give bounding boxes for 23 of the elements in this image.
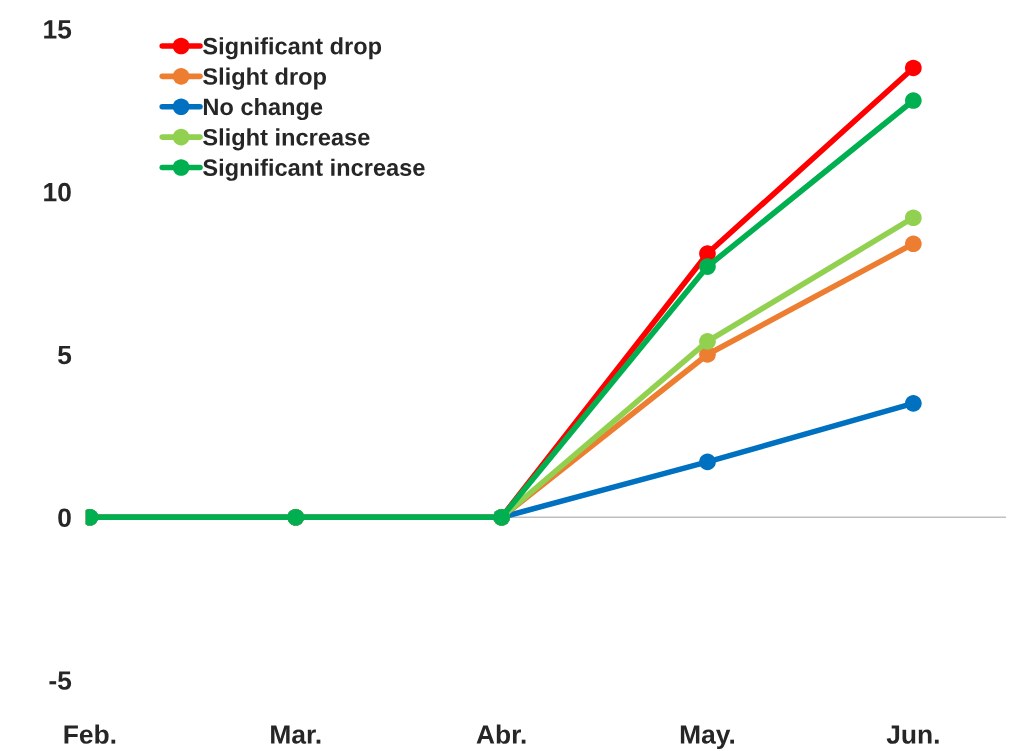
x-tick-label: Jun. [886, 725, 939, 744]
point [699, 333, 716, 350]
y-tick-label: 10 [44, 182, 71, 202]
legend-label: No change [203, 97, 323, 121]
legend-label: Slight drop [203, 67, 326, 90]
legend-label: Significant increase [203, 158, 425, 181]
y-tick-label: 0 [58, 508, 71, 528]
x-tick-label: Feb. [64, 724, 116, 744]
point [905, 92, 922, 109]
legend-label: Slight increase [203, 128, 370, 151]
point [905, 394, 922, 412]
y-tick-label: 15 [44, 20, 72, 39]
point [905, 59, 922, 77]
x-tick-label: Mar. [271, 725, 321, 744]
y-tick-label: -5 [49, 671, 72, 690]
point [905, 235, 922, 253]
point [699, 258, 716, 275]
y-tick-label: 5 [58, 345, 72, 365]
x-tick-label: Abr. [476, 724, 526, 744]
point [905, 209, 922, 227]
x-tick-label: May. [680, 725, 735, 750]
point [699, 453, 716, 471]
legend-label: Significant drop [203, 37, 382, 60]
